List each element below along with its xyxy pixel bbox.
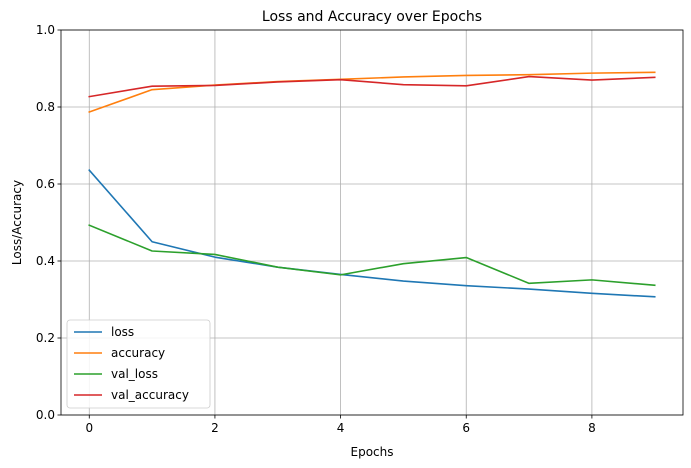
y-axis-label: Loss/Accuracy (10, 180, 24, 265)
legend-label: loss (111, 325, 134, 339)
series-lines (88, 71, 656, 298)
y-axis: 0.0 0.2 0.4 0.6 0.8 1.0 (36, 23, 61, 422)
chart-title: Loss and Accuracy over Epochs (262, 9, 482, 25)
x-tick-label: 2 (211, 421, 219, 435)
x-axis-label: Epochs (351, 445, 394, 459)
x-tick-label: 0 (85, 421, 93, 435)
series-line-val-loss (88, 224, 656, 287)
x-axis: 0 2 4 6 8 (85, 415, 596, 435)
y-tick-label: 0.8 (36, 100, 55, 114)
legend-label: accuracy (111, 346, 165, 360)
legend-box (66, 319, 211, 409)
x-tick-label: 6 (462, 421, 470, 435)
plot-frame (60, 29, 684, 416)
y-tick-label: 0.2 (36, 331, 55, 345)
x-tick-label: 8 (588, 421, 596, 435)
series-line-accuracy (88, 71, 656, 114)
legend-label: val_loss (111, 367, 158, 381)
series-line-val-accuracy (88, 75, 656, 98)
x-tick-label: 4 (337, 421, 345, 435)
y-tick-label: 0.6 (36, 177, 55, 191)
legend: loss accuracy val_loss val_accuracy (66, 319, 211, 409)
y-tick-label: 0.0 (36, 408, 55, 422)
y-tick-label: 0.4 (36, 254, 55, 268)
legend-label: val_accuracy (111, 388, 189, 402)
series-line-loss (88, 169, 656, 298)
y-tick-label: 1.0 (36, 23, 55, 37)
